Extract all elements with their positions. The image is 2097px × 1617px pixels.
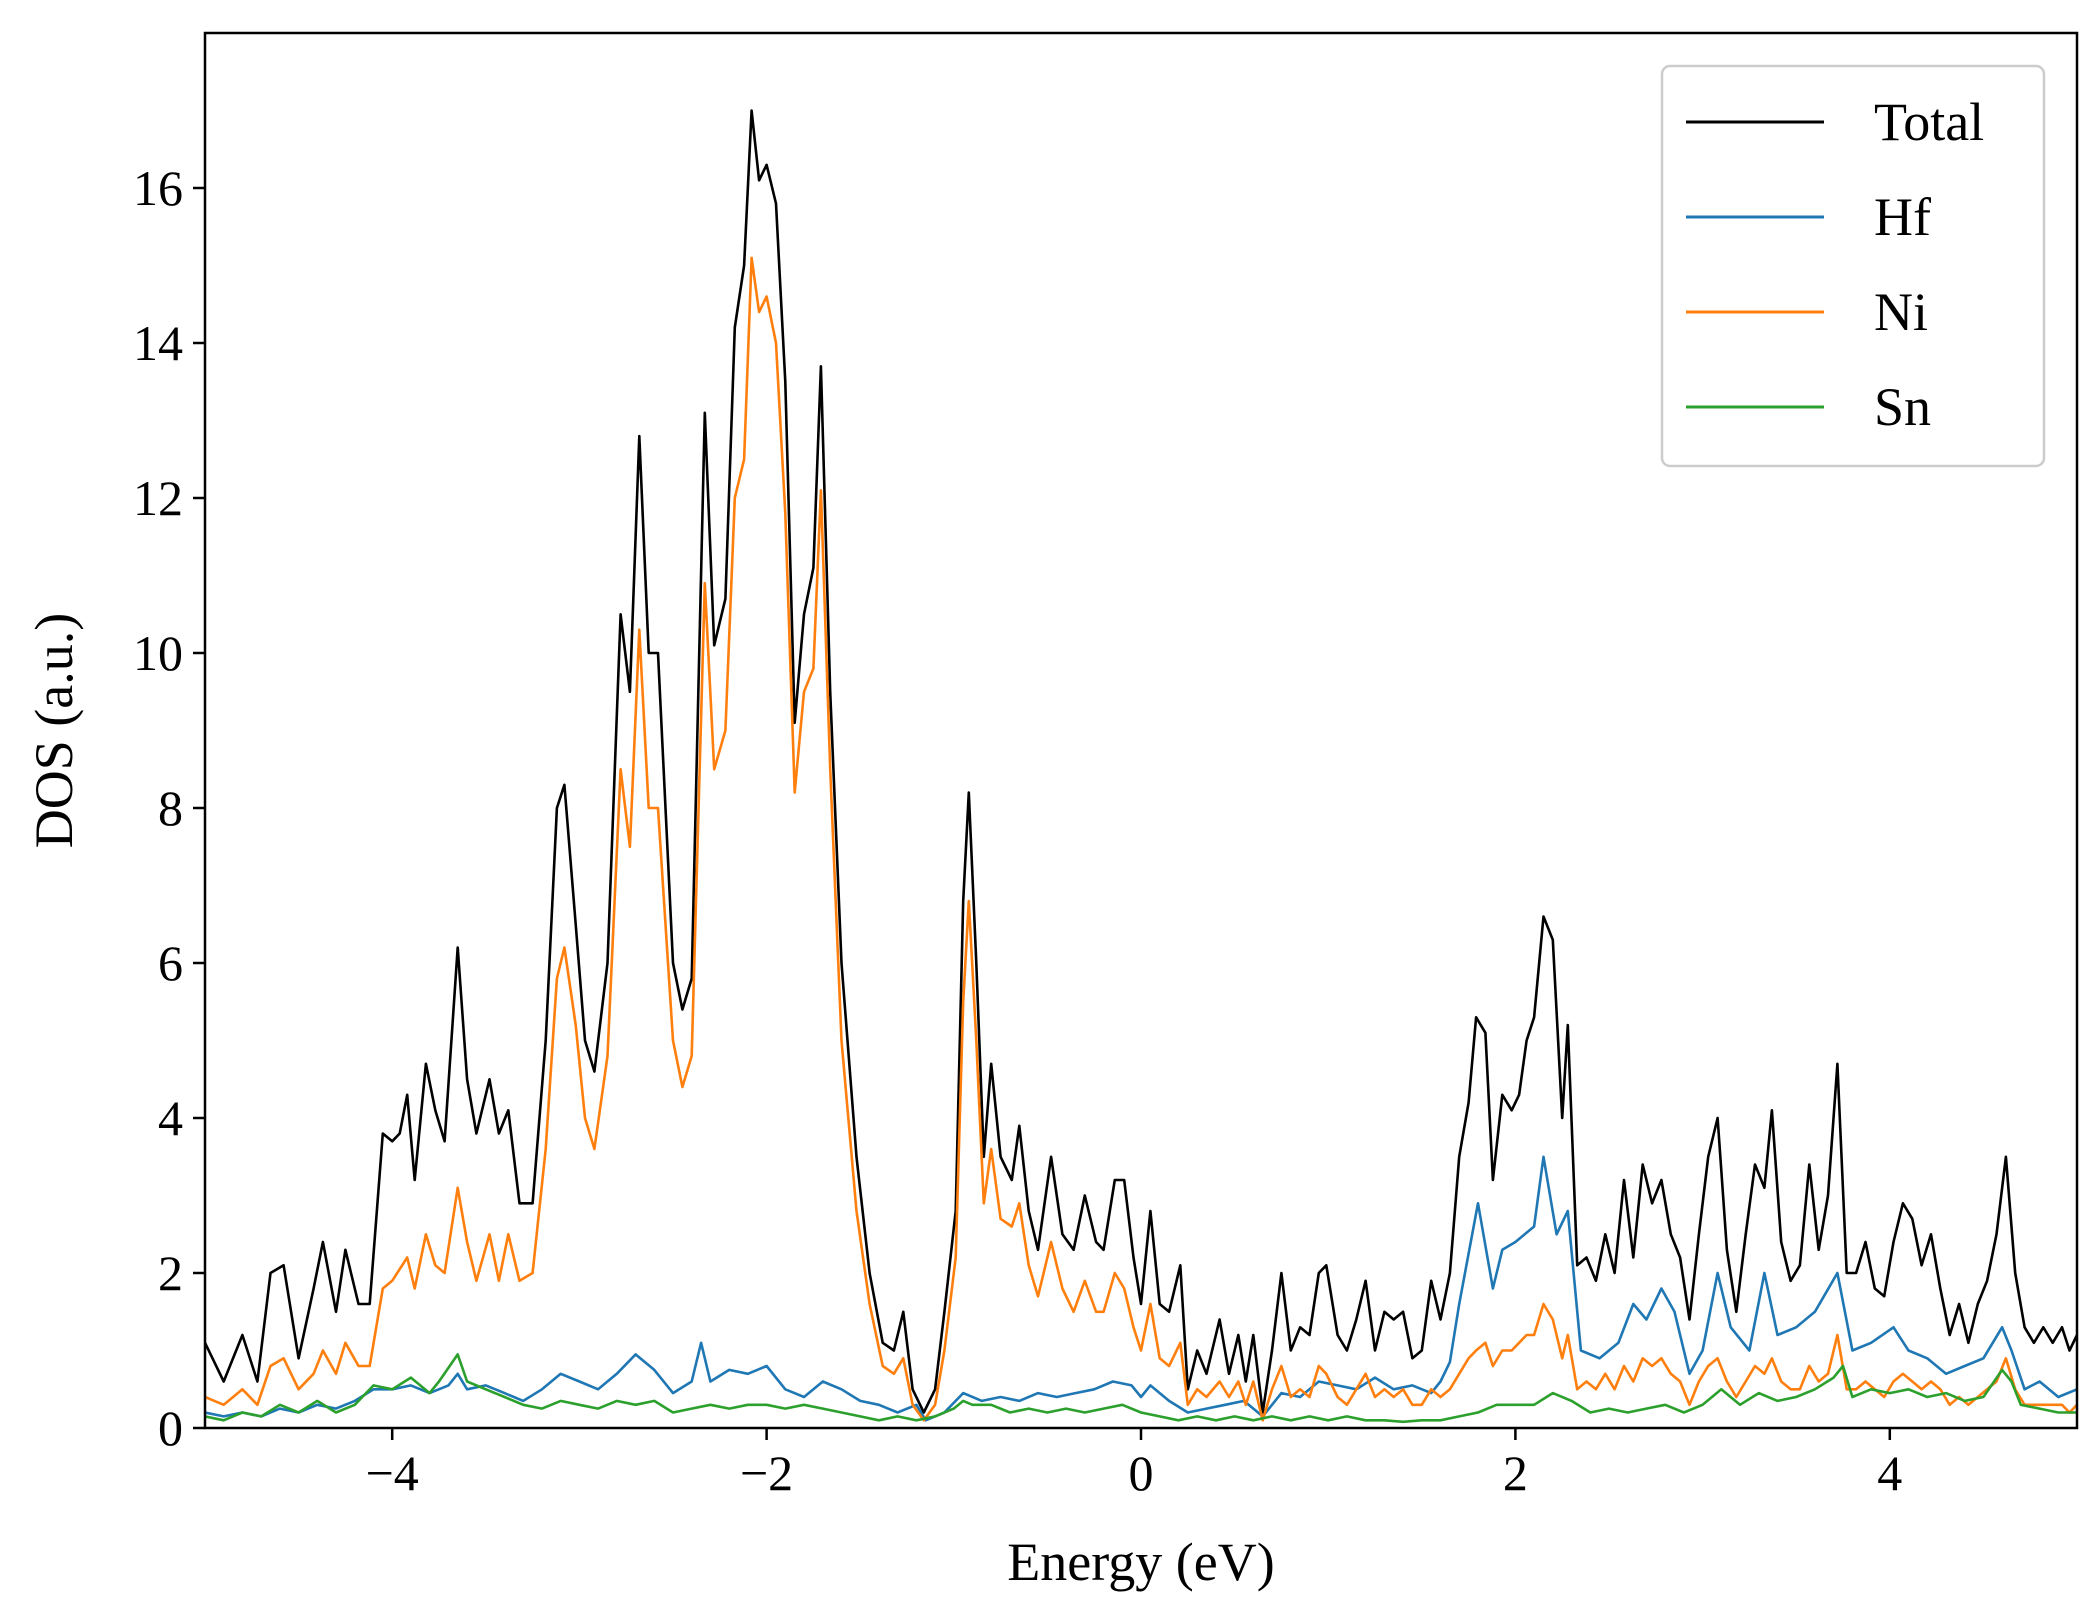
y-tick-label: 14 [133, 315, 183, 371]
x-axis-title: Energy (eV) [1007, 1532, 1274, 1592]
y-tick-label: 16 [133, 160, 183, 216]
y-tick-label: 8 [158, 780, 183, 836]
ticks-layer: −4 −2 0 2 4 0 2 4 6 8 10 12 14 16 [133, 160, 1902, 1501]
y-tick-label: 2 [158, 1245, 183, 1301]
x-tick-label: 2 [1503, 1445, 1528, 1501]
legend-box [1660, 64, 2046, 468]
x-tick-label: 0 [1129, 1445, 1154, 1501]
series-layer [205, 109, 2077, 1424]
legend: Total Hf Ni Sn [1660, 64, 2046, 468]
x-tick-label: −2 [740, 1445, 793, 1501]
series-line-total [205, 109, 2077, 1414]
y-tick-label: 6 [158, 935, 183, 991]
legend-label-hf: Hf [1874, 187, 1931, 247]
series-line-sn [205, 1353, 2077, 1424]
y-tick-label: 4 [158, 1090, 183, 1146]
y-tick-label: 10 [133, 625, 183, 681]
series-line-hf [205, 1155, 2077, 1422]
y-tick-label: 0 [158, 1400, 183, 1456]
legend-label-ni: Ni [1874, 282, 1928, 342]
x-tick-label: 4 [1877, 1445, 1902, 1501]
legend-label-total: Total [1874, 92, 1984, 152]
series-line-ni [205, 256, 2077, 1422]
x-tick-label: −4 [366, 1445, 419, 1501]
y-tick-label: 12 [133, 470, 183, 526]
legend-label-sn: Sn [1874, 377, 1931, 437]
y-axis-title: DOS (a.u.) [24, 613, 84, 848]
